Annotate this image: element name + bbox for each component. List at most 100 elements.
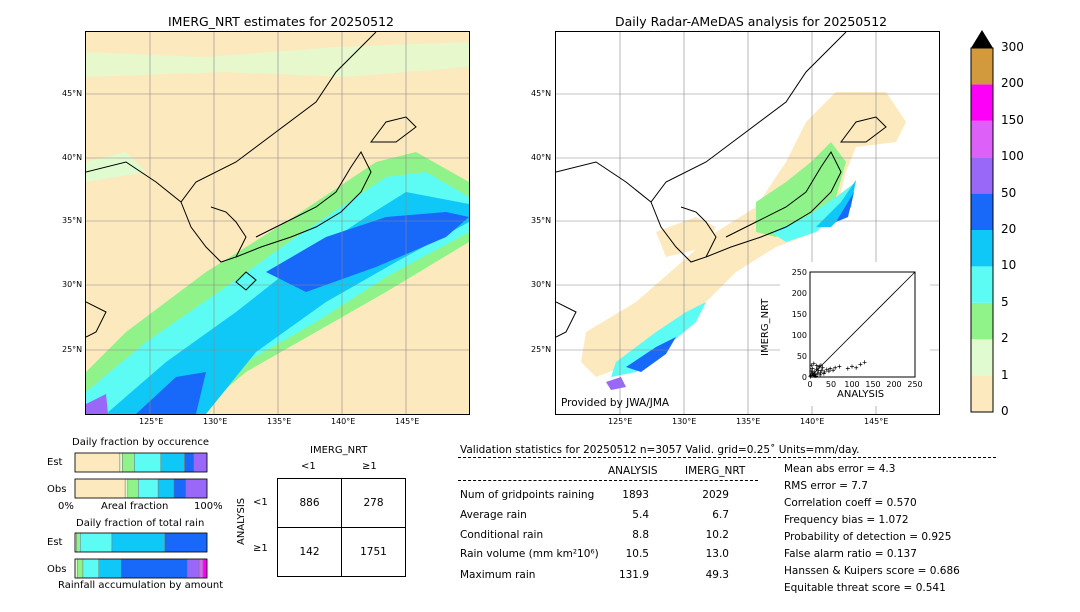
scatter-ytick: 200 xyxy=(792,289,807,298)
score-line: Probability of detection = 0.925 xyxy=(784,531,952,543)
left-lon-label: 140°E xyxy=(331,417,356,426)
scatter-ylabel: IMERG_NRT xyxy=(760,298,771,356)
contingency-col-label: ≥1 xyxy=(362,461,377,472)
scatter-xtick: 50 xyxy=(826,380,836,389)
total-rain-bar-segment xyxy=(98,558,122,579)
occurrence-bars xyxy=(74,452,208,499)
occurrence-bar-segment xyxy=(193,452,208,473)
contingency-row-label: <1 xyxy=(253,497,268,508)
colorbar-tick-label: 100 xyxy=(1001,149,1024,164)
colorbar-segment xyxy=(971,120,993,158)
right-lon-label: 130°E xyxy=(672,417,697,426)
right-lat-label: 35°N xyxy=(531,216,552,225)
scatter-diagonal xyxy=(809,271,916,378)
left-lat-label: 45°N xyxy=(62,89,83,98)
contingency-table: 886 278 142 1751 xyxy=(277,478,406,577)
validation-row-analysis: 5.4 xyxy=(632,509,649,521)
right-lon-label: 135°E xyxy=(736,417,761,426)
left-lat-label: 35°N xyxy=(62,216,83,225)
total-rain-bar-segment xyxy=(120,558,188,579)
scatter-point xyxy=(816,368,821,373)
validation-row-imerg: 49.3 xyxy=(705,569,729,581)
scatter-xtick: 250 xyxy=(907,380,922,389)
total-rain-bar-frame xyxy=(74,558,208,579)
left-lat-label: 40°N xyxy=(62,153,83,162)
validation-row-label: Conditional rain xyxy=(460,529,544,541)
scatter-point xyxy=(818,363,823,368)
scatter-point xyxy=(812,369,817,374)
scatter-xtick: 150 xyxy=(865,380,880,389)
colorbar-segment xyxy=(971,302,993,340)
scatter-point xyxy=(808,374,813,379)
scatter-point xyxy=(815,371,820,376)
score-line: Mean abs error = 4.3 xyxy=(784,463,896,475)
scatter-xtick: 200 xyxy=(886,380,901,389)
left-lat-label: 30°N xyxy=(62,280,83,289)
validation-col-imerg: IMERG_NRT xyxy=(685,465,746,477)
right-lon-label: 145°E xyxy=(864,417,889,426)
occurrence-bar-segment xyxy=(119,452,123,473)
occurrence-bar-segment xyxy=(127,478,139,499)
colorbar-segment xyxy=(971,375,993,412)
total-rain-row-est: Est xyxy=(47,537,63,548)
validation-col-analysis: ANALYSIS xyxy=(608,465,658,477)
validation-divider xyxy=(458,457,996,458)
occurrence-bar-segment xyxy=(157,478,175,499)
right-map-rain-field xyxy=(556,32,939,414)
score-line: Correlation coeff = 0.570 xyxy=(784,497,917,509)
total-rain-bar-segment xyxy=(82,558,100,579)
occurrence-row-obs: Obs xyxy=(47,484,67,495)
scatter-point xyxy=(833,365,838,370)
scatter-point xyxy=(821,371,826,376)
total-rain-bar-segment xyxy=(202,558,208,579)
scatter-point xyxy=(814,363,819,368)
scatter-point xyxy=(819,368,824,373)
scatter-point xyxy=(820,365,825,370)
right-lat-label: 25°N xyxy=(531,345,552,354)
colorbar-tick-label: 50 xyxy=(1001,185,1017,200)
total-rain-bar-frame xyxy=(74,532,208,553)
total-rain-bars xyxy=(74,532,208,579)
left-map-panel xyxy=(85,31,470,415)
occurrence-bar-frame xyxy=(74,478,208,499)
scatter-point xyxy=(862,360,867,365)
colorbar-segment xyxy=(971,193,993,230)
colorbar-tick-label: 0 xyxy=(1001,404,1009,418)
scatter-point xyxy=(808,373,813,378)
data-credit: Provided by JWA/JMA xyxy=(561,397,670,409)
scatter-point xyxy=(831,368,836,373)
total-rain-row-obs: Obs xyxy=(47,564,67,575)
occurrence-bar-segment xyxy=(74,478,126,499)
table-cell: 886 xyxy=(277,478,342,528)
table-row: 886 278 xyxy=(277,478,406,528)
scatter-point xyxy=(858,362,863,367)
scatter-point xyxy=(818,372,823,377)
table-cell: 142 xyxy=(277,527,342,577)
occurrence-bar-segment xyxy=(185,478,208,499)
colorbar-tick-label: 200 xyxy=(1001,76,1024,91)
occurrence-bar-segment xyxy=(122,452,135,473)
scatter-ytick: 150 xyxy=(792,310,807,319)
occurrence-bar-segment xyxy=(184,452,195,473)
scatter-ytick: 100 xyxy=(792,331,807,340)
scatter-plot: 00 50 50 100 100 150 150 200 200 250 250 xyxy=(792,268,923,389)
left-map-rain-field xyxy=(86,32,469,414)
left-map-coastline xyxy=(86,32,417,338)
right-lon-label: 140°E xyxy=(800,417,825,426)
scatter-point xyxy=(818,370,823,375)
occurrence-bar-segment xyxy=(173,478,187,499)
scatter-ytick: 250 xyxy=(792,268,807,277)
right-lat-label: 45°N xyxy=(531,89,552,98)
occurrence-title: Daily fraction by occurence xyxy=(72,437,210,448)
contingency-col-label: <1 xyxy=(301,461,316,472)
occurrence-bar-segment xyxy=(160,452,185,473)
colorbar-segment xyxy=(971,157,993,194)
colorbar-extend-triangle xyxy=(971,30,993,48)
occurrence-axis-mid: Areal fraction xyxy=(101,501,169,512)
total-rain-bar-segment xyxy=(164,532,208,553)
validation-row-analysis: 10.5 xyxy=(625,548,649,560)
colorbar-segment xyxy=(971,230,993,267)
total-rain-bar-segment xyxy=(77,558,84,579)
right-lat-label: 30°N xyxy=(531,280,552,289)
colorbar-segment xyxy=(971,84,993,121)
